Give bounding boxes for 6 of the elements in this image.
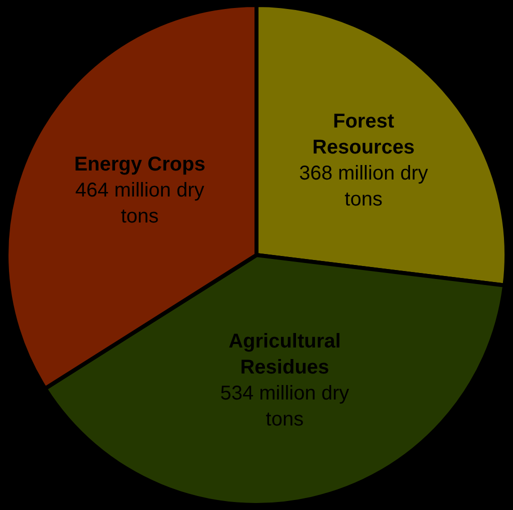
slice-label: Forest Resources [312,110,415,158]
slice-label: Agricultural Residues [228,330,341,379]
data-label: 464 million dry tons [75,180,204,228]
slice-label: Energy Crops [74,154,206,176]
data-label: 534 million dry tons [220,382,350,431]
data-label: 368 million dry tons [299,162,428,210]
